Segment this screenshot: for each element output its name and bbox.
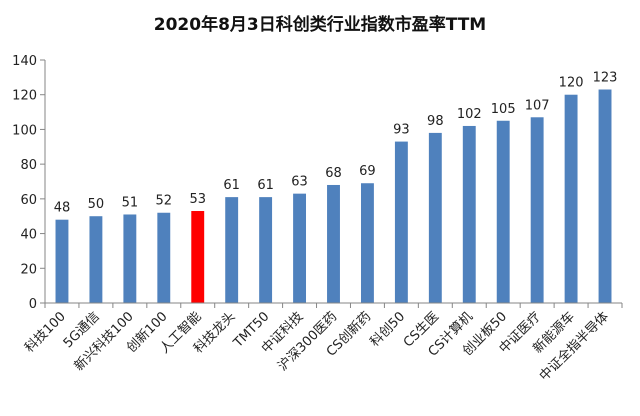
y-tick-label: 140 xyxy=(12,54,37,69)
bar-value-label: 102 xyxy=(457,107,482,122)
bar-value-label: 63 xyxy=(291,175,308,190)
bar-value-label: 69 xyxy=(359,164,376,179)
y-axis: 0 20 40 60 80 100 120 140 xyxy=(12,54,46,312)
bar-8 xyxy=(293,193,307,303)
y-tick-label: 60 xyxy=(20,193,37,208)
bar-14 xyxy=(496,120,510,303)
y-tick-label: 120 xyxy=(12,89,37,104)
bar-value-label: 50 xyxy=(88,197,105,212)
bar-value-label: 48 xyxy=(54,201,71,216)
bar-value-label: 61 xyxy=(223,178,240,193)
y-tick-label: 80 xyxy=(20,158,37,173)
bar-value-label: 53 xyxy=(189,192,206,207)
bar-value-label: 107 xyxy=(525,98,550,113)
bar-12 xyxy=(428,132,442,303)
y-tick-label: 0 xyxy=(29,297,37,312)
bar-value-label: 51 xyxy=(122,195,139,210)
bar-7 xyxy=(259,197,273,303)
bar-15 xyxy=(530,117,544,304)
bar-value-label: 52 xyxy=(156,194,173,209)
bar-16 xyxy=(564,94,578,303)
bar-17 xyxy=(598,89,612,303)
bar-9 xyxy=(327,184,340,303)
chart-title: 2020年8月3日科创类行业指数市盈率TTM xyxy=(154,14,486,35)
bar-1 xyxy=(55,219,69,303)
x-category-label: 科技100 xyxy=(22,309,69,356)
y-tick-label: 40 xyxy=(20,228,37,243)
bar-value-label: 68 xyxy=(325,166,342,181)
bar-10 xyxy=(360,183,374,303)
x-axis: 科技1005G通信新兴科技100创新100人工智能科技龙头TMT50中证科技沪深… xyxy=(22,302,623,384)
bar-value-label: 123 xyxy=(593,71,618,86)
y-tick-label: 20 xyxy=(20,262,37,277)
bar-6 xyxy=(225,197,239,303)
bar-2 xyxy=(89,216,103,303)
bar-5 xyxy=(191,211,205,303)
y-tick-label: 100 xyxy=(12,123,37,138)
bars-group: 48 50 51 52 53 61 61 63 68 69 93 98 102 105 107 120 123 xyxy=(54,71,618,304)
bar-value-label: 98 xyxy=(427,114,444,129)
bar-value-label: 105 xyxy=(491,102,516,117)
bar-value-label: 93 xyxy=(393,123,410,138)
bar-11 xyxy=(394,141,408,303)
x-category-label: 科创50 xyxy=(368,309,409,350)
bar-13 xyxy=(462,125,476,303)
bar-value-label: 120 xyxy=(559,76,584,91)
bar-4 xyxy=(157,212,171,303)
bar-value-label: 61 xyxy=(257,178,274,193)
bar-3 xyxy=(123,214,137,303)
